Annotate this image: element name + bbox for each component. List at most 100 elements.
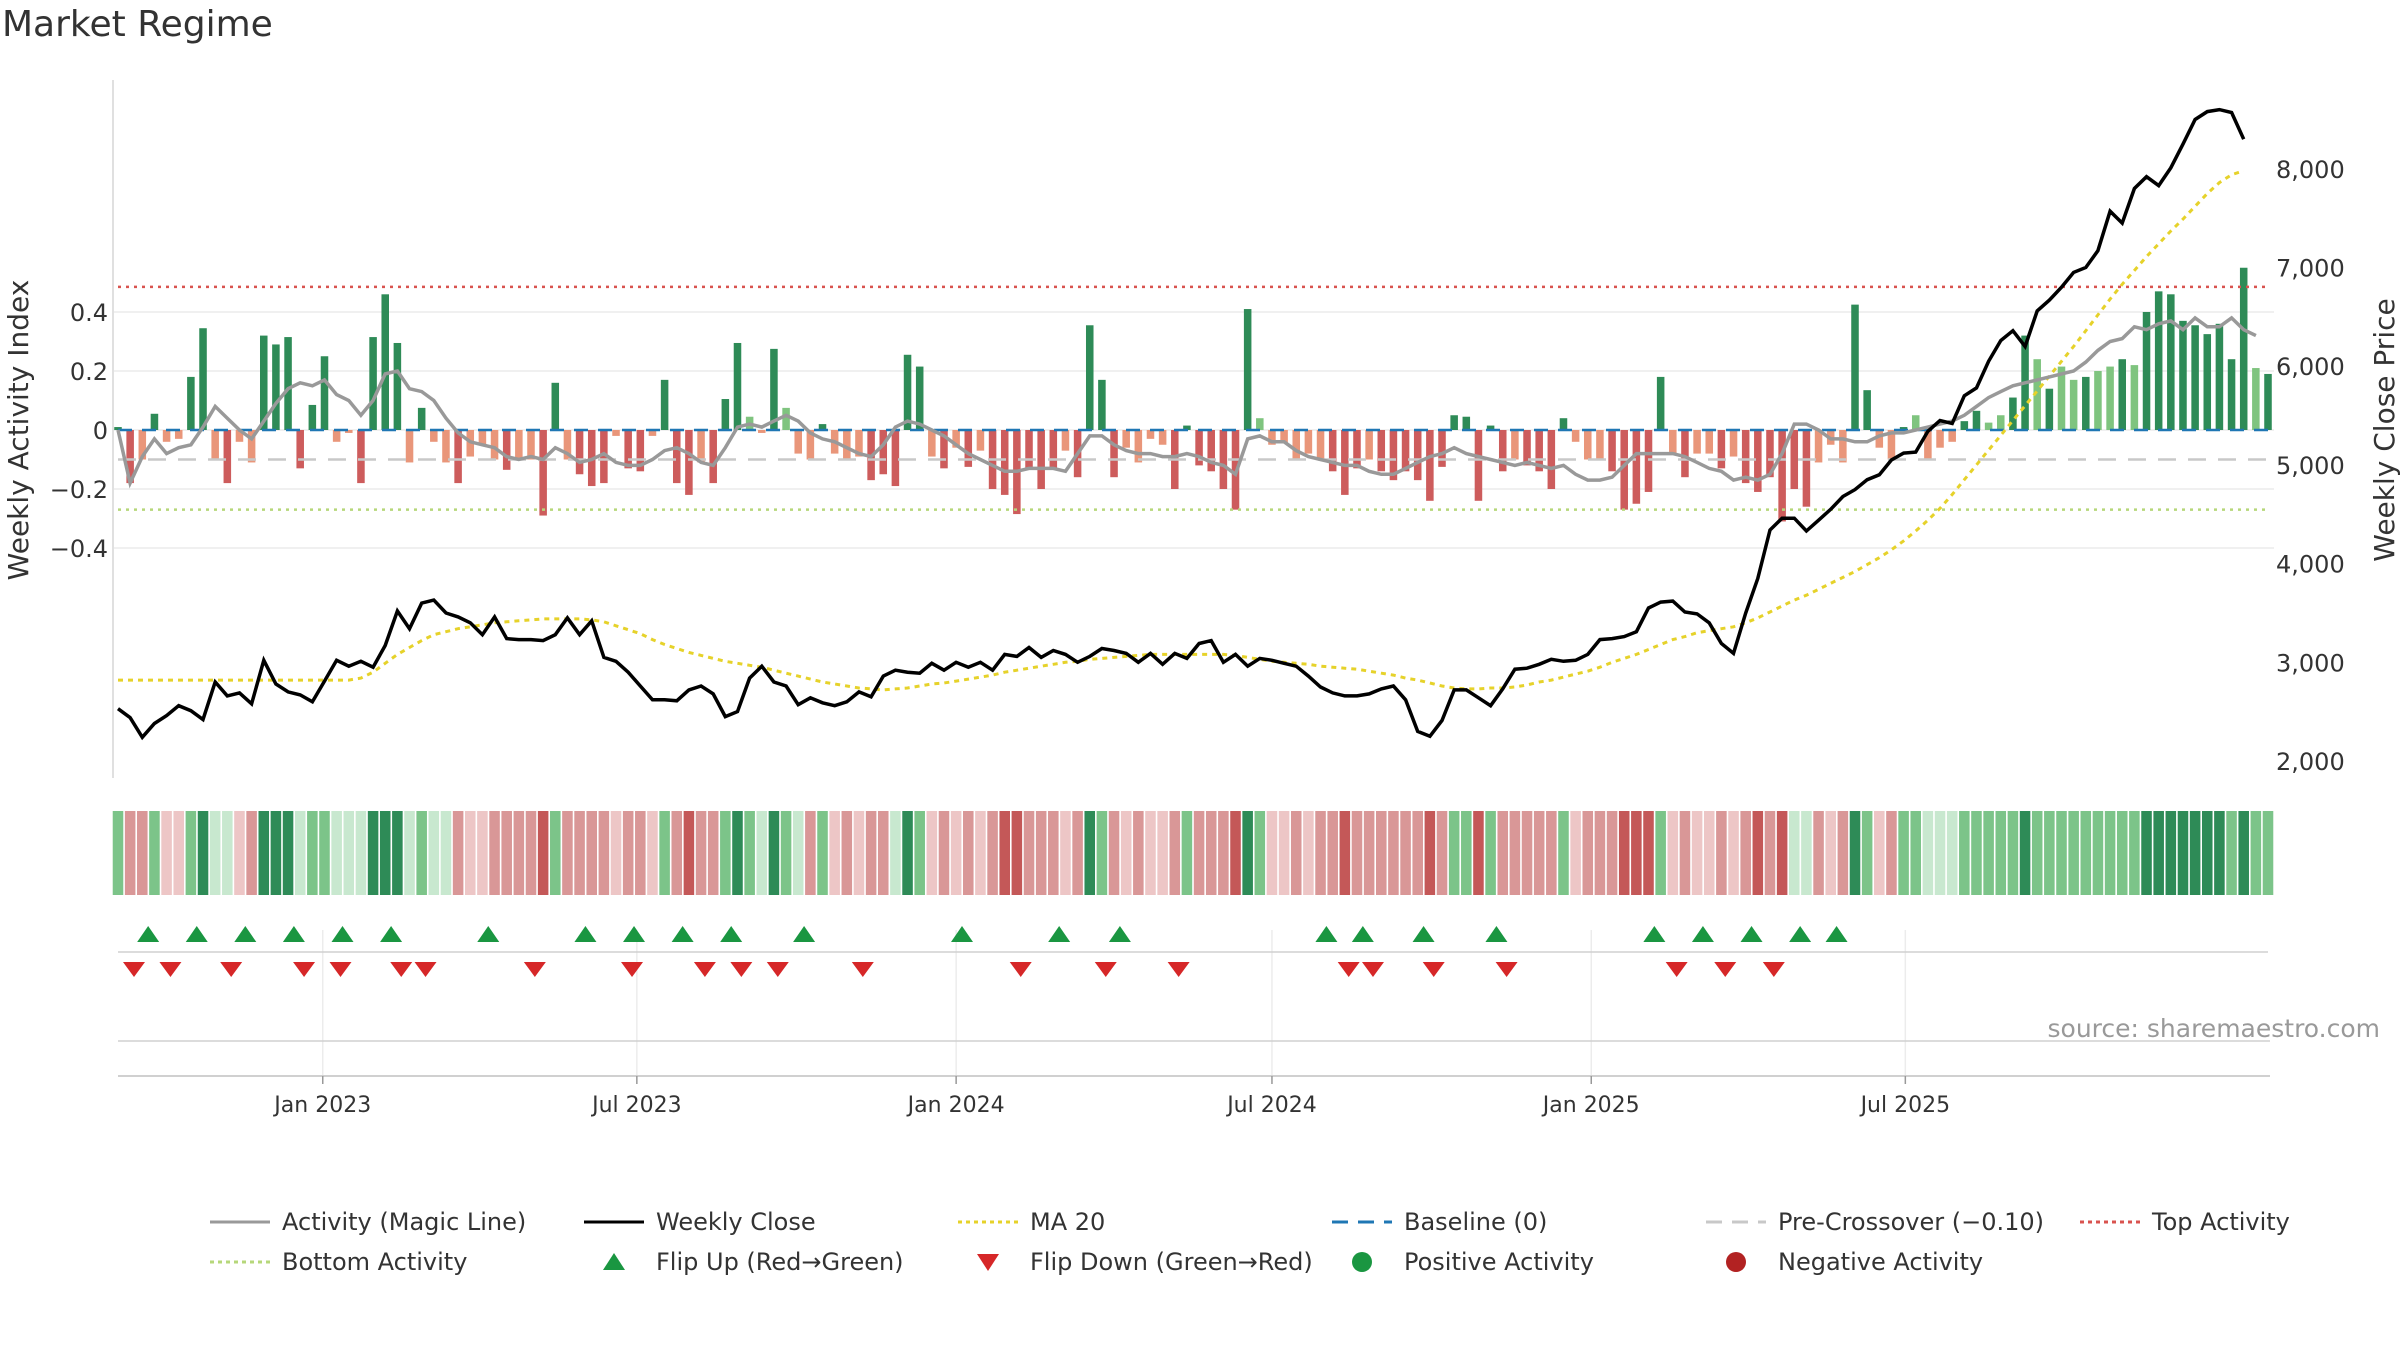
activity-bar <box>1948 430 1956 442</box>
line-swatch-icon <box>210 1220 270 1224</box>
activity-bar <box>442 430 450 463</box>
regime-cell <box>635 811 646 895</box>
left-axis-label: Weekly Activity Index <box>2 280 35 581</box>
regime-cell <box>2238 811 2249 895</box>
flip-down-marker <box>730 962 753 977</box>
activity-bar <box>1960 421 1969 430</box>
regime-cell <box>1728 811 1739 895</box>
regime-cell <box>1691 811 1703 895</box>
activity-bar <box>1511 430 1519 460</box>
activity-bar <box>1207 430 1215 472</box>
activity-bar <box>1183 425 1191 430</box>
regime-cell <box>1035 811 1047 895</box>
regime-cell <box>1339 811 1351 895</box>
regime-cell <box>1485 811 1496 895</box>
regime-cell <box>586 811 598 895</box>
regime-cell <box>744 811 755 895</box>
activity-bar <box>211 430 219 460</box>
regime-cell <box>1181 811 1193 895</box>
dotted-line-swatch-icon <box>2080 1220 2140 1224</box>
regime-cell <box>732 811 743 895</box>
flip-down-marker <box>293 962 316 977</box>
flip-down-marker <box>1009 962 1032 977</box>
flip-up-marker <box>671 926 694 942</box>
regime-cell <box>258 811 270 895</box>
x-tick-label: Jul 2023 <box>590 1093 682 1118</box>
activity-bar <box>1802 430 1811 507</box>
activity-bar <box>393 342 402 430</box>
activity-bar <box>1571 430 1580 442</box>
regime-cell <box>659 811 670 895</box>
activity-bar <box>964 430 973 467</box>
x-tick-label: Jan 2024 <box>906 1093 1005 1118</box>
regime-cell <box>1934 811 1946 895</box>
flip-up-marker <box>1048 926 1071 942</box>
flip-up-marker <box>380 926 403 942</box>
regime-cell <box>501 811 512 895</box>
activity-bar <box>502 430 511 470</box>
regime-cell <box>1533 811 1545 895</box>
regime-cell <box>792 811 804 895</box>
flip-up-marker <box>331 926 354 942</box>
activity-bar <box>138 430 147 460</box>
legend-label: Bottom Activity <box>282 1248 468 1276</box>
flip-up-marker <box>477 926 500 942</box>
flip-up-marker <box>950 926 973 942</box>
regime-cell <box>1849 811 1861 895</box>
activity-bar <box>709 430 717 484</box>
flip-down-marker <box>159 962 182 977</box>
activity-bar <box>174 430 183 439</box>
activity-bar <box>1268 430 1276 445</box>
activity-bar <box>976 430 985 451</box>
activity-bar <box>891 430 900 487</box>
regime-cell <box>780 811 792 895</box>
activity-bar <box>1292 430 1301 460</box>
activity-bar <box>600 430 608 484</box>
regime-cell <box>1874 811 1885 895</box>
regime-cell <box>1278 811 1290 895</box>
legend-label: Baseline (0) <box>1404 1208 1548 1236</box>
line-swatch-icon <box>584 1220 644 1224</box>
activity-bar <box>345 430 353 433</box>
flip-up-marker <box>1643 926 1666 942</box>
activity-bar <box>1620 430 1628 510</box>
activity-bar <box>1401 430 1410 472</box>
right-tick-label: 2,000 <box>2276 748 2345 776</box>
legend-item-top-activity: Top Activity <box>2080 1205 2400 1239</box>
activity-bar <box>733 342 742 430</box>
activity-bar <box>2082 376 2090 430</box>
flip-up-marker <box>234 926 257 942</box>
legend-item-pre-crossover: Pre-Crossover (−0.10) <box>1706 1205 2080 1239</box>
regime-cell <box>890 811 901 895</box>
regime-cell <box>720 811 731 895</box>
regime-cell <box>853 811 865 895</box>
activity-bar <box>1000 430 1009 495</box>
regime-cell <box>2141 811 2152 895</box>
activity-bar <box>1984 422 1993 430</box>
regime-cell <box>1376 811 1387 895</box>
activity-bar <box>672 430 681 484</box>
weekly-close-line <box>116 107 2246 741</box>
activity-bar <box>1280 430 1288 444</box>
regime-cell <box>1266 811 1278 895</box>
activity-bar <box>1997 415 2005 430</box>
market-regime-chart: 0.4 0.2 0 −0.2 −0.4 8,000 7,000 6,000 5,000 4,000… <box>2 80 2400 1118</box>
regime-cell <box>282 811 294 895</box>
activity-bar <box>636 430 645 472</box>
activity-bar <box>2045 388 2054 430</box>
regime-cell <box>562 811 573 895</box>
activity-bar <box>1644 430 1653 492</box>
regime-cell <box>379 811 391 895</box>
activity-bar <box>1316 430 1325 460</box>
regime-cell <box>1327 811 1338 895</box>
regime-cell <box>550 811 561 895</box>
regime-cell <box>452 811 464 895</box>
regime-cell <box>124 811 136 895</box>
regime-cell <box>1351 811 1363 895</box>
regime-cell <box>2226 811 2237 895</box>
activity-bar <box>1243 309 1252 430</box>
activity-bar <box>1729 430 1738 457</box>
activity-bar <box>758 430 766 433</box>
legend-item-weekly-close: Weekly Close <box>584 1205 958 1239</box>
regime-cell <box>1072 811 1083 895</box>
